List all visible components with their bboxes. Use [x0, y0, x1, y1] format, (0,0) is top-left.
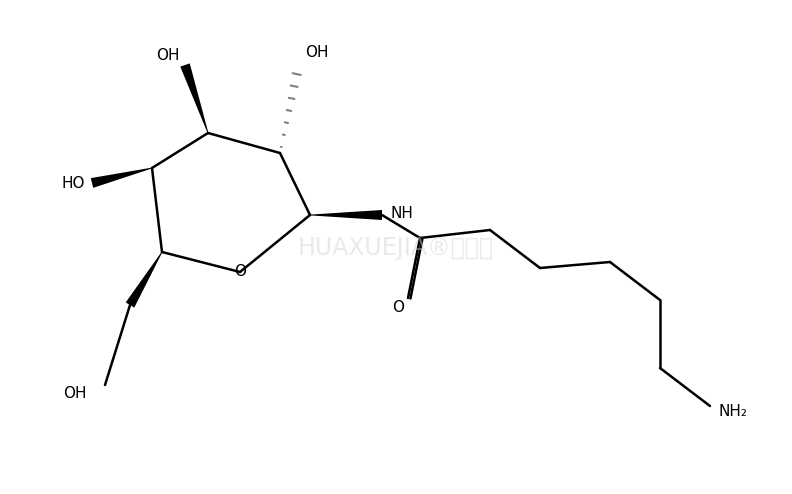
Text: NH₂: NH₂	[718, 405, 747, 419]
Text: OH: OH	[305, 44, 329, 59]
Text: OH: OH	[63, 385, 87, 401]
Polygon shape	[126, 252, 162, 308]
Text: HUAXUEJIA®化学加: HUAXUEJIA®化学加	[298, 236, 494, 260]
Text: OH: OH	[157, 47, 180, 63]
Text: O: O	[234, 264, 246, 280]
Polygon shape	[181, 63, 208, 133]
Polygon shape	[91, 167, 152, 188]
Text: HO: HO	[62, 175, 85, 191]
Text: NH: NH	[390, 206, 413, 220]
Text: O: O	[392, 300, 404, 316]
Polygon shape	[310, 210, 382, 220]
